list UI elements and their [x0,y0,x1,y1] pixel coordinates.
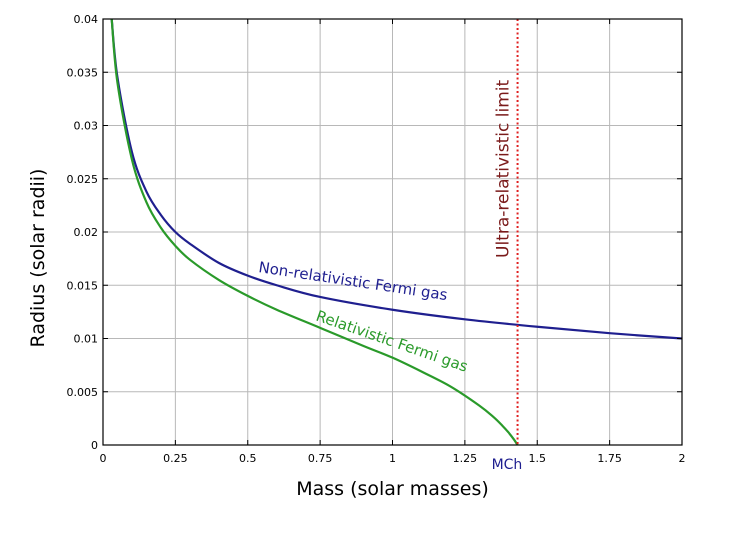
y-tick-label: 0.035 [67,66,99,79]
series-relativistic-line [110,18,519,446]
x-tick-label: 0.75 [308,452,333,465]
x-tick-label: 1.25 [453,452,478,465]
y-axis-title: Radius (solar radii) [27,169,49,348]
y-tick-label: 0.03 [74,120,99,133]
y-tick-label: 0.005 [67,386,99,399]
ultra-relativistic-limit-label: Ultra-relativistic limit [494,80,514,258]
mch-label: MCh [492,457,523,473]
y-tick-label: 0 [91,439,98,452]
series-layer [110,18,683,446]
x-tick-label: 0.25 [163,452,188,465]
y-tick-label: 0.01 [74,333,99,346]
y-tick-label: 0.02 [74,226,99,239]
ticks: 0 0.25 0.5 0.75 1 1.25 1.5 1.75 2 0 0.005 0.01 0.015… [67,13,686,465]
x-tick-label: 0 [100,452,107,465]
y-tick-label: 0.025 [67,173,99,186]
y-tick-label: 0.015 [67,279,99,292]
x-tick-label: 1.75 [597,452,622,465]
annotation-layer: Ultra-relativistic limit MCh Non-relativis… [257,19,522,473]
x-tick-label: 2 [679,452,686,465]
non-relativistic-curve-label: Non-relativistic Fermi gas [257,258,448,304]
y-tick-label: 0.04 [74,13,99,26]
series-non-relativistic-line [110,18,683,340]
x-axis-title: Mass (solar masses) [296,478,489,500]
x-tick-label: 1.5 [529,452,547,465]
grid [102,18,683,446]
x-tick-label: 0.5 [239,452,257,465]
x-tick-label: 1 [389,452,396,465]
